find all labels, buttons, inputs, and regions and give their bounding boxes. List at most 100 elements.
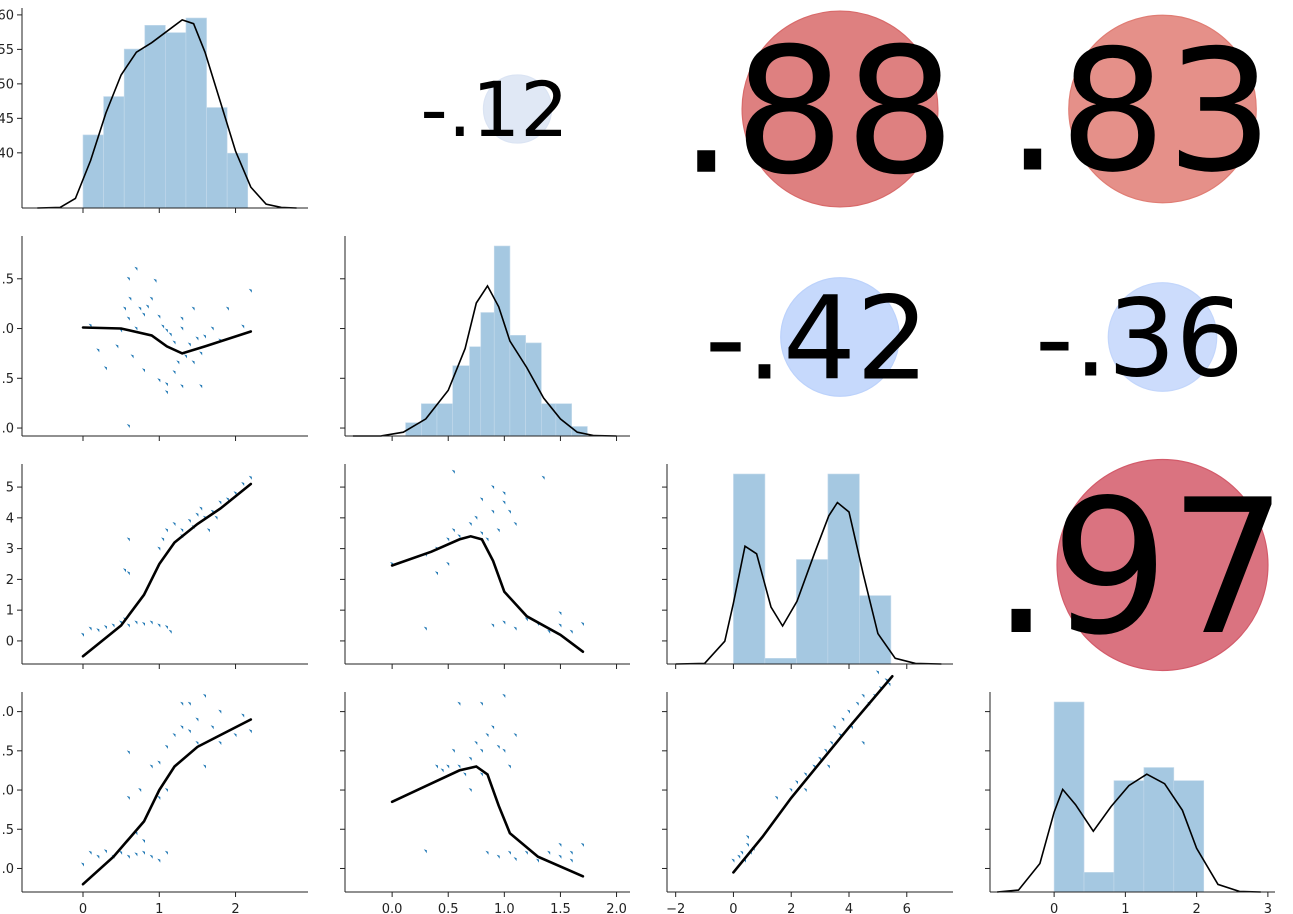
y-tick-label: .0 xyxy=(2,862,14,877)
scatter-point xyxy=(142,839,145,843)
scatter-point xyxy=(168,332,172,337)
x-tick-label: 1.0 xyxy=(494,902,515,914)
x-tick-label: 0 xyxy=(79,902,87,914)
scatter-point xyxy=(558,623,562,628)
scatter-point xyxy=(153,278,157,283)
scatter-point xyxy=(502,693,506,698)
scatter-point xyxy=(199,384,203,389)
y-tick-label: .5 xyxy=(2,823,14,838)
scatter-point xyxy=(580,842,584,847)
y-tick-label: .5 xyxy=(2,372,14,387)
scatter-point xyxy=(502,491,506,496)
scatter-point xyxy=(111,623,115,628)
scatter-point xyxy=(225,306,229,311)
x-tick-label: 1 xyxy=(1121,902,1129,914)
scatter-point xyxy=(157,760,161,765)
scatter-point xyxy=(513,626,517,631)
scatter-point xyxy=(496,744,500,749)
histogram-bar xyxy=(1113,780,1145,893)
scatter-point xyxy=(195,717,199,722)
scatter-point xyxy=(485,733,489,738)
scatter-panel-1-0: .0 .5 .0 .5 xyxy=(2,236,308,441)
scatter-point xyxy=(149,764,153,769)
scatter-point xyxy=(210,326,214,331)
lowess-line xyxy=(81,482,253,658)
scatter-point xyxy=(145,304,149,309)
scatter-point xyxy=(496,528,500,533)
scatter-point xyxy=(180,701,184,706)
scatter-point xyxy=(157,546,161,551)
scatter-point xyxy=(88,850,92,855)
scatter-point xyxy=(180,384,184,389)
scatter-point xyxy=(126,750,130,755)
scatter-point xyxy=(513,857,517,862)
scatter-point xyxy=(142,312,145,317)
scatter-point xyxy=(168,629,172,634)
kde-line xyxy=(37,19,297,209)
scatter-point xyxy=(823,748,827,753)
scatter-point xyxy=(446,764,450,769)
scatter-point xyxy=(855,701,859,706)
scatter-point xyxy=(81,862,84,867)
scatter-point xyxy=(103,366,107,371)
scatter-point xyxy=(123,306,126,311)
correlation-label: .88 xyxy=(679,11,956,214)
scatter-point xyxy=(580,622,584,626)
scatter-point xyxy=(737,854,741,859)
scatter-point xyxy=(218,741,222,745)
scatter-point xyxy=(199,351,203,356)
scatter-panel-2-1 xyxy=(340,464,630,669)
scatter-point xyxy=(491,509,495,514)
scatter-point xyxy=(96,628,100,633)
y-tick-label: .5 xyxy=(2,744,14,759)
scatter-point xyxy=(115,344,119,349)
histogram-bar xyxy=(226,152,249,209)
scatter-point xyxy=(128,296,132,301)
scatter-panel-3-2: −2 0 2 4 6 xyxy=(662,670,953,914)
scatter-point xyxy=(803,772,807,777)
scatter-point xyxy=(468,522,472,526)
scatter-point xyxy=(126,854,130,859)
scatter-point xyxy=(241,713,245,718)
y-tick-label: .40 xyxy=(0,146,14,161)
scatter-point xyxy=(138,306,142,311)
scatter-point xyxy=(138,788,142,792)
scatter-point xyxy=(149,296,153,301)
scatter-point xyxy=(241,482,245,486)
x-tick-label: 2 xyxy=(1192,902,1200,914)
histogram-bar xyxy=(206,107,228,209)
scatter-point xyxy=(134,326,138,331)
scatter-point xyxy=(149,854,153,859)
diag-panel-0: .40 .45 .50 .55 .60 xyxy=(0,8,308,213)
scatter-point xyxy=(172,370,176,375)
scatter-point xyxy=(468,788,472,792)
y-tick-label: .45 xyxy=(0,112,14,127)
scatter-point xyxy=(457,701,461,706)
y-tick-label: 5 xyxy=(6,481,14,496)
scatter-point xyxy=(233,733,237,738)
scatter-point xyxy=(774,795,778,800)
scatter-point xyxy=(547,629,551,634)
correlation-circle xyxy=(1056,458,1269,672)
scatter-point xyxy=(451,748,455,753)
scatter-point xyxy=(180,326,184,331)
scatter-point xyxy=(126,424,130,428)
corr-panel-1-3: -.36 xyxy=(1035,277,1244,401)
scatter-point xyxy=(536,858,539,863)
histogram-bar xyxy=(541,403,557,437)
y-tick-label: 4 xyxy=(6,511,14,526)
scatter-point xyxy=(126,571,130,576)
scatter-point xyxy=(485,850,489,855)
scatter-point xyxy=(491,623,495,628)
correlation-circle xyxy=(482,74,553,144)
x-tick-label: 3 xyxy=(1264,902,1272,914)
scatter-point xyxy=(731,858,735,863)
scatter-point xyxy=(187,701,191,706)
diag-panel-3: 0 1 2 3 xyxy=(985,692,1275,914)
scatter-point xyxy=(233,491,237,496)
y-tick-label: 3 xyxy=(6,542,14,557)
lowess-line xyxy=(81,326,253,355)
scatter-point xyxy=(142,850,145,855)
x-tick-label: 6 xyxy=(903,902,911,914)
scatter-point xyxy=(161,324,165,329)
